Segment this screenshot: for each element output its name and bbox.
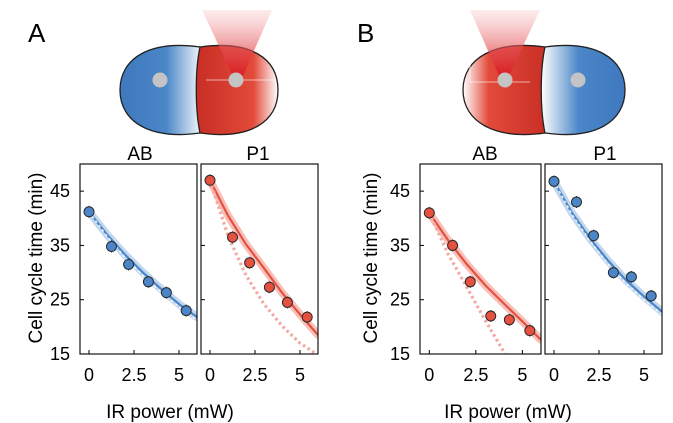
plot-a-ab: 0 2.5 5 15 25 35 45 bbox=[50, 163, 198, 385]
data-point bbox=[83, 206, 95, 218]
data-point bbox=[227, 231, 238, 243]
data-point bbox=[244, 257, 256, 269]
fit-curve bbox=[209, 179, 318, 336]
data-point bbox=[281, 296, 293, 308]
y-axis-label-a: Cell cycle time (min) bbox=[26, 172, 47, 343]
plot-frame bbox=[79, 163, 198, 355]
plot-b-p1: 0 2.5 5 bbox=[544, 163, 663, 385]
data-point bbox=[524, 325, 536, 337]
cell-label-a-p1: P1 bbox=[246, 144, 269, 165]
y-tick-label: 25 bbox=[50, 290, 70, 310]
nucleus-icon bbox=[570, 72, 586, 88]
x-tick-label: 0 bbox=[424, 365, 434, 385]
nucleus-icon bbox=[497, 72, 513, 88]
data-point bbox=[625, 271, 637, 283]
plot-b-ab: 0 2.5 5 15 25 35 45 bbox=[390, 163, 542, 385]
plot-frame bbox=[544, 163, 663, 355]
plot-a-p1: 0 2.5 5 bbox=[200, 163, 319, 385]
data-point bbox=[301, 311, 313, 323]
cell-label-b-ab: AB bbox=[472, 144, 497, 165]
x-axis-label-b: IR power (mW) bbox=[444, 402, 572, 423]
x-tick-label: 5 bbox=[639, 365, 649, 385]
data-point bbox=[607, 267, 619, 279]
data-point bbox=[263, 281, 275, 293]
cell-label-a-ab: AB bbox=[127, 144, 152, 165]
blastomere-cell-icon bbox=[119, 44, 205, 136]
data-point bbox=[548, 175, 560, 187]
fit-curve bbox=[88, 211, 197, 318]
model-prediction-curve bbox=[88, 211, 197, 321]
data-point bbox=[106, 241, 117, 253]
fit-curve bbox=[553, 180, 662, 313]
laser-beam-icon bbox=[202, 10, 272, 78]
data-point bbox=[447, 239, 459, 251]
data-point bbox=[180, 305, 192, 317]
plot-frame bbox=[419, 163, 542, 355]
data-point bbox=[123, 258, 135, 270]
blastomere-cell-icon bbox=[195, 44, 279, 136]
x-tick-label: 2.5 bbox=[121, 365, 146, 385]
fit-confidence-band bbox=[206, 176, 318, 339]
y-tick-label: 45 bbox=[50, 181, 70, 201]
y-tick-label: 35 bbox=[50, 235, 70, 255]
data-point bbox=[645, 290, 657, 302]
model-prediction-curve bbox=[553, 181, 662, 316]
x-tick-label: 0 bbox=[549, 365, 559, 385]
data-point bbox=[571, 196, 582, 208]
data-point bbox=[485, 310, 497, 322]
y-tick-label: 35 bbox=[390, 235, 410, 255]
data-point bbox=[503, 314, 515, 326]
nucleus-icon bbox=[152, 72, 168, 88]
x-tick-label: 5 bbox=[174, 365, 184, 385]
embryo-schematic-b bbox=[462, 10, 626, 136]
x-tick-label: 0 bbox=[205, 365, 215, 385]
plot-frame bbox=[200, 163, 319, 355]
panel-letter-a: A bbox=[28, 18, 46, 48]
cell-label-b-p1: P1 bbox=[593, 144, 616, 165]
embryo-schematic-a bbox=[119, 10, 279, 136]
blastomere-cell-icon bbox=[540, 44, 626, 136]
y-tick-label: 25 bbox=[390, 290, 410, 310]
x-tick-label: 0 bbox=[84, 365, 94, 385]
y-axis-label-b: Cell cycle time (min) bbox=[361, 172, 382, 343]
x-tick-label: 2.5 bbox=[463, 365, 488, 385]
y-tick-label: 45 bbox=[390, 181, 410, 201]
data-point bbox=[142, 276, 154, 288]
x-tick-label: 2.5 bbox=[586, 365, 611, 385]
x-tick-label: 5 bbox=[295, 365, 305, 385]
y-tick-label: 15 bbox=[390, 344, 410, 364]
model-prediction-curve bbox=[208, 179, 318, 354]
nucleus-icon bbox=[228, 72, 244, 88]
data-point bbox=[588, 230, 600, 242]
x-tick-label: 5 bbox=[517, 365, 527, 385]
data-point bbox=[423, 207, 435, 219]
laser-beam-icon bbox=[470, 10, 540, 78]
panel-letter-b: B bbox=[357, 18, 374, 48]
fit-confidence-band bbox=[85, 207, 197, 322]
y-tick-label: 15 bbox=[50, 344, 70, 364]
fit-confidence-band bbox=[550, 177, 662, 316]
data-point bbox=[464, 276, 476, 288]
data-point bbox=[160, 287, 172, 299]
x-tick-label: 2.5 bbox=[242, 365, 267, 385]
fit-curve bbox=[428, 212, 541, 341]
data-point bbox=[204, 174, 216, 186]
x-axis-label-a: IR power (mW) bbox=[106, 402, 234, 423]
